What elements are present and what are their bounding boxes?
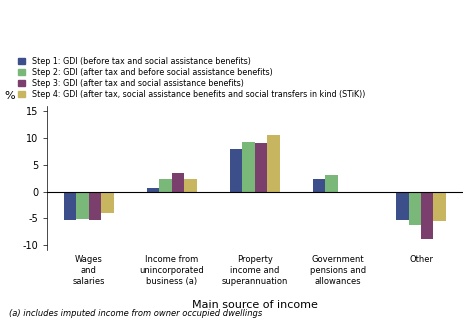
Bar bbox=[147, 188, 160, 192]
Bar bbox=[421, 192, 433, 239]
Bar bbox=[172, 173, 184, 192]
Bar bbox=[184, 179, 197, 192]
Bar bbox=[409, 192, 421, 225]
Bar bbox=[160, 179, 172, 192]
Bar bbox=[396, 192, 409, 220]
Bar bbox=[326, 175, 338, 192]
Bar bbox=[313, 179, 326, 192]
Bar bbox=[64, 192, 76, 220]
Bar bbox=[101, 192, 114, 213]
Bar bbox=[350, 192, 363, 193]
Bar bbox=[243, 142, 255, 192]
Text: (a) includes imputed income from owner occupied dwellings: (a) includes imputed income from owner o… bbox=[9, 309, 263, 318]
Text: %: % bbox=[5, 91, 16, 101]
Bar bbox=[230, 149, 243, 192]
Bar bbox=[255, 143, 267, 192]
Bar bbox=[76, 192, 89, 219]
Legend: Step 1: GDI (before tax and social assistance benefits), Step 2: GDI (after tax : Step 1: GDI (before tax and social assis… bbox=[18, 57, 365, 99]
Bar bbox=[267, 135, 280, 192]
Text: Main source of income: Main source of income bbox=[192, 300, 318, 310]
Bar bbox=[433, 192, 446, 221]
Bar bbox=[89, 192, 101, 220]
